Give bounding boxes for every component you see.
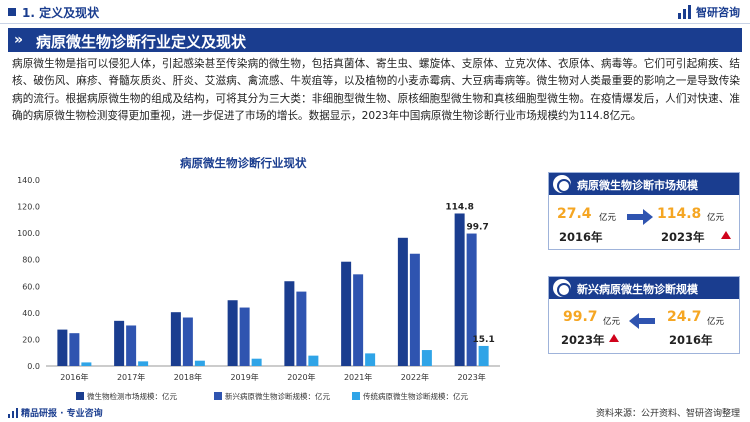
chart-title: 病原微生物诊断行业现状 [180,156,307,170]
target-icon [553,279,571,297]
footer-slogan: 精品研报 · 专业咨询 [8,406,103,419]
start-unit: 亿元 [599,213,617,223]
bar-2 [466,233,477,366]
y-tick-label: 60.0 [22,282,40,291]
card-header: 病原微生物诊断市场规模 [549,173,739,195]
bar-chart: 0.0 20.0 40.0 60.0 80.0 100.0 120.0 140.0 2016年 2… [17,176,500,401]
y-tick-label: 20.0 [22,335,40,344]
brand-logo: 智研咨询 [678,3,740,21]
legend-swatch [214,392,222,400]
bar-3 [138,361,149,366]
bar-3 [81,362,92,366]
x-tick-label: 2021年 [344,372,372,382]
bar-3 [478,345,489,366]
section-marker [8,8,16,16]
bar-1 [284,281,295,366]
x-tick-label: 2016年 [60,372,88,382]
legend-swatch [76,392,84,400]
data-label: 114.8 [445,202,473,212]
y-tick-label: 140.0 [17,176,40,185]
market-size-card: 病原微生物诊断市场规模 27.4 亿元 2016年 114.8 亿元 2023年 [548,172,740,250]
end-year: 2023年 [661,230,705,244]
bar-2 [182,317,193,366]
x-tick-label: 2019年 [230,372,258,382]
intro-paragraph: 病原微生物是指可以侵犯人体，引起感染甚至传染病的微生物，包括真菌体、寄生虫、螺旋… [12,58,740,123]
logo-bars-icon [8,407,18,418]
data-label: 15.1 [473,335,495,345]
start-year: 2016年 [559,230,603,244]
page-title: 病原微生物诊断行业定义及现状 [36,33,247,51]
start-value: 27.4 [557,206,592,222]
bar-2 [69,333,80,366]
x-tick-label: 2023年 [457,372,485,382]
bar-1 [114,320,125,366]
title-banner: » 病原微生物诊断行业定义及现状 [8,28,742,52]
end-unit: 亿元 [707,317,725,327]
header-divider [0,23,750,24]
arrow-right-icon [627,209,653,225]
end-year: 2016年 [669,333,713,347]
top-header: 1. 定义及现状 智研咨询 [0,0,750,26]
y-tick-label: 0.0 [27,362,40,371]
bar-2 [353,274,364,366]
x-tick-label: 2020年 [287,372,315,382]
legend-swatch [352,392,360,400]
start-value: 99.7 [563,309,598,325]
section-label: 1. 定义及现状 [22,6,100,20]
arrow-up-icon [609,334,619,342]
bar-3 [194,360,205,366]
bar-3 [251,358,262,366]
bar-2 [239,307,250,366]
target-icon [553,175,571,193]
logo-bars-icon [678,5,692,19]
bar-1 [341,261,352,366]
y-tick-label: 100.0 [17,229,40,238]
emerging-size-card: 新兴病原微生物诊断规模 99.7 亿元 2023年 24.7 亿元 2016年 [548,276,740,354]
bar-1 [454,213,465,366]
chevron-right-icon: » [14,32,24,48]
y-tick-label: 120.0 [17,203,40,212]
start-unit: 亿元 [603,317,621,327]
bar-3 [365,353,376,366]
bar-2 [296,291,307,366]
bar-1 [227,300,238,366]
footer-left-text: 精品研报 · 专业咨询 [21,409,103,419]
logo-text: 智研咨询 [696,6,740,19]
end-value: 24.7 [667,309,702,325]
bar-1 [397,237,408,366]
bar-1 [170,312,181,366]
x-tick-label: 2017年 [117,372,145,382]
source-note: 资料来源：公开资料、智研咨询整理 [595,409,740,419]
bar-3 [308,355,319,366]
x-tick-label: 2022年 [401,372,429,382]
arrow-left-icon [629,313,655,329]
x-tick-label: 2018年 [174,372,202,382]
bar-3 [421,350,432,366]
card-title: 病原微生物诊断市场规模 [577,179,698,192]
end-unit: 亿元 [707,213,725,223]
card-header: 新兴病原微生物诊断规模 [549,277,739,299]
bar-1 [57,329,68,366]
data-label: 99.7 [467,223,489,233]
bar-2 [409,253,420,366]
legend-label: 新兴病原微生物诊断规模：亿元 [225,391,330,401]
bar-2 [126,325,137,366]
y-tick-label: 40.0 [22,309,40,318]
y-tick-label: 80.0 [22,256,40,265]
legend-label: 传统病原微生物诊断规模：亿元 [363,391,468,401]
legend-label: 微生物检测市场规模：亿元 [87,391,177,401]
start-year: 2023年 [561,333,605,347]
end-value: 114.8 [657,206,702,222]
arrow-up-icon [721,231,731,239]
card-title: 新兴病原微生物诊断规模 [577,283,698,296]
